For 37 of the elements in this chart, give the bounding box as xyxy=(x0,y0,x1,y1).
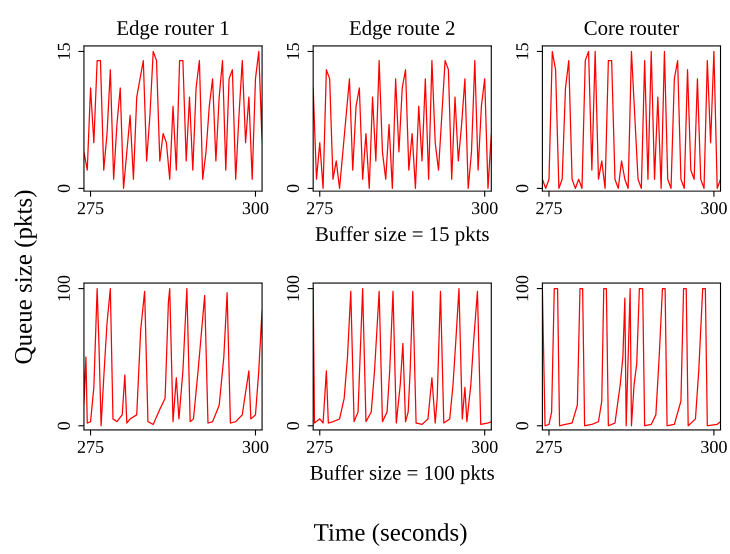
line-series xyxy=(542,288,721,426)
line-series xyxy=(313,60,492,190)
line-series xyxy=(84,288,262,426)
x-tick-label: 275 xyxy=(536,202,562,214)
text: Time (seconds) xyxy=(314,523,466,546)
y-tick-label: 100 xyxy=(58,276,70,301)
x-axis-title: Buffer size = 100 pkts xyxy=(310,465,494,484)
x-tick-label: 300 xyxy=(701,202,727,214)
x-tick-label: 275 xyxy=(78,202,104,214)
x-tick-label: 300 xyxy=(472,202,498,214)
y-tick-label: 0 xyxy=(516,184,528,192)
chart-title: Core router xyxy=(584,21,679,36)
x-tick-label: 300 xyxy=(242,202,268,214)
x-tick-label: 300 xyxy=(701,440,727,454)
line-series xyxy=(313,288,492,426)
y-tick-label: 0 xyxy=(516,422,528,430)
line-series xyxy=(542,50,721,190)
x-tick-label: 275 xyxy=(78,440,104,454)
y-axis-title: Queue size (pkts) xyxy=(14,190,37,364)
y-tick-label: 15 xyxy=(516,43,528,59)
x-tick-label: 300 xyxy=(242,440,268,454)
y-tick-label: 0 xyxy=(286,422,300,430)
x-tick-label: 275 xyxy=(307,202,333,214)
x-tick-label: 275 xyxy=(536,440,562,454)
y-tick-label: 100 xyxy=(516,276,528,301)
y-tick-label: 0 xyxy=(286,184,300,192)
chart-title: Edge router 1 xyxy=(116,20,228,40)
x-tick-label: 300 xyxy=(472,440,498,454)
y-tick-label: 15 xyxy=(286,43,300,59)
chart-title: Edge route 2 xyxy=(350,20,454,40)
y-tick-label: 0 xyxy=(58,184,70,192)
line-series xyxy=(84,50,262,190)
y-tick-label: 0 xyxy=(58,422,70,430)
x-axis-title: Buffer size = 15 pkts xyxy=(316,226,489,246)
y-tick-label: 100 xyxy=(286,276,300,301)
y-tick-label: 15 xyxy=(58,43,70,59)
x-tick-label: 275 xyxy=(307,440,333,454)
